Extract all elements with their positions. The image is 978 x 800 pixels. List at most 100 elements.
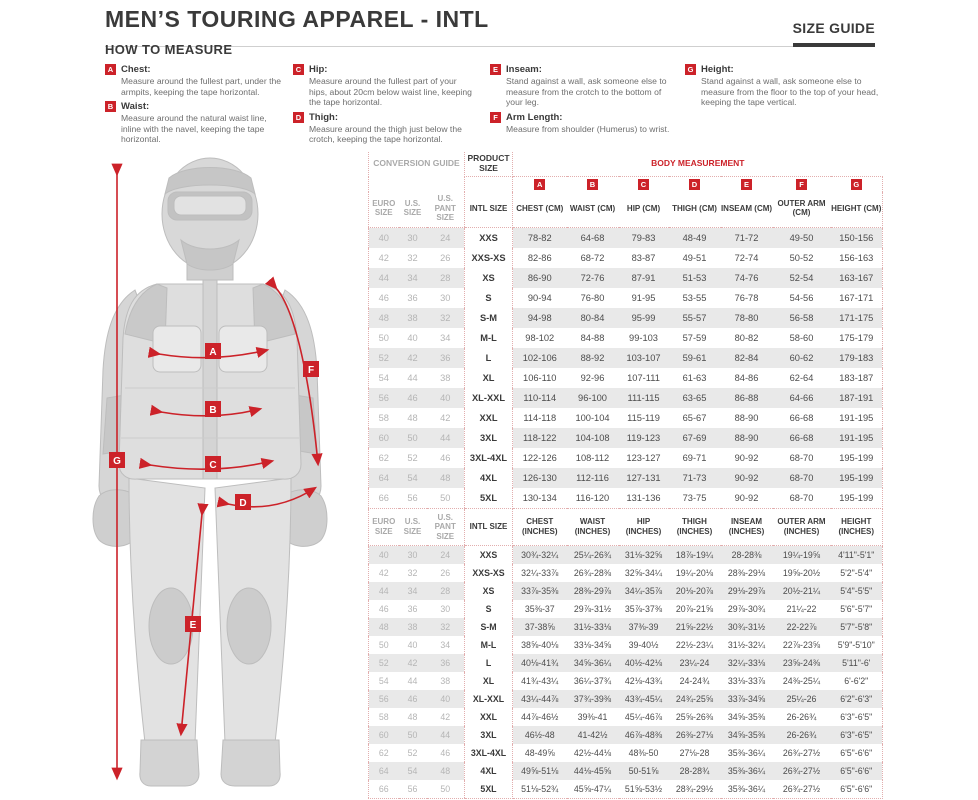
table-cell: 68-70 [772,487,831,509]
measure-column-1: A Chest: Measure around the fullest part,… [105,64,285,149]
table-cell: 66 [368,780,399,799]
table-cell: 100-104 [575,412,610,423]
table-cell: 22-22⅞ [772,618,831,636]
figure-badge-f: F [308,365,314,376]
table-cell: 39-40½ [628,640,659,650]
table-row: 44 34 28 XS 33⅞-35⅜ 28⅜-29⅞ 34¼-35⅞ 20⅛-20⅞ 29⅛-… [368,582,883,600]
table-cell: 48-49 [668,227,721,248]
table-cell: 26¾-27½ [772,780,831,799]
mannequin-svg: A B C D E F G [92,157,328,787]
table-cell: 40 [368,227,399,248]
table-cell: 122-126 [522,452,557,463]
table-cell: 62-64 [789,372,814,383]
table-cell: 20⅞-21⅝ [675,604,714,614]
table-cell: 99-103 [629,332,658,343]
table-cell: 36 [407,604,418,614]
table-cell: 52 [368,347,399,368]
table-cell: 31½-32¼ [727,640,766,650]
table-cell: 84-88 [580,332,605,343]
table-cell: 56 [398,487,427,509]
table-cell: 28¾-29½ [668,780,721,799]
table-cell: 56-58 [772,307,831,328]
table-cell: 22⅞-23⅝ [782,640,821,650]
table-cell: 34¼-35⅞ [618,582,669,600]
how-to-measure-title: HOW TO MEASURE [105,42,233,57]
table-cell: 42 [440,412,451,423]
table-cell: 38 [398,618,427,636]
column-header: HIP (INCHES) [618,508,669,546]
size-tables: CONVERSION GUIDE PRODUCT SIZE BODY MEASU… [368,152,884,799]
column-header: THIGH (CM) [668,192,721,228]
table-cell: 6'2"-6'3" [830,690,883,708]
column-badge-a: A [534,179,546,190]
table-cell: 40 [407,640,418,650]
table-cell: 35⅞-37⅜ [624,604,663,614]
table-cell: 36 [407,292,418,303]
figure-badge-c: C [209,460,216,471]
table-cell: 52 [407,748,418,758]
table-cell: 44⅛-45⅝ [566,762,619,780]
table-cell: 62 [378,748,389,758]
table-cell: XXS-XS [464,564,513,582]
column-header: INTL SIZE [464,508,513,546]
column-badge-g: G [850,179,862,190]
table-cell: 90-94 [527,292,552,303]
table-cell: 40 [368,545,399,564]
group-header-row: CONVERSION GUIDE PRODUCT SIZE BODY MEASU… [369,152,883,177]
table-row: 46 36 30 S 35⅜-37 29⅞-31½ 35⅞-37⅜ 20⅞-21⅝ 29⅞-30… [369,600,883,618]
table-cell: 37⅜-39 [618,618,669,636]
table-cell: 32¼-33⅛ [720,654,773,672]
table-cell: 67-69 [668,427,721,448]
table-cell: 58 [378,412,389,423]
table-cell: 6'-6'2" [830,672,883,690]
table-row: 56 46 40 XL-XXL 110-114 96-100 111-115 63-65 86-… [368,387,884,408]
table-cell: XS [464,582,513,600]
table-cell: 80-84 [566,307,619,328]
table-cell: 48 [426,467,465,488]
size-guide-tab[interactable]: SIZE GUIDE [792,20,875,47]
table-cell: 111-115 [618,387,669,408]
inches-column-header-row: EURO SIZE U.S. SIZE U.S. PANT SIZE INTL SIZ… [368,508,883,546]
table-cell: 50 [398,726,427,744]
table-cell: 103-107 [618,347,669,368]
measure-item-hip: C Hip: Measure around the fullest part of… [293,64,475,108]
table-cell: 82-86 [527,252,552,263]
table-cell: 22½-23¼ [675,640,714,650]
table-cell: 106-110 [523,372,557,383]
letter-badge-c: C [293,64,304,75]
table-row: 64 54 48 4XL 49⅝-51⅛ 44⅛-45⅝ 50-51⅝ 28-28¾ 35⅜-3… [368,762,883,780]
table-cell: 20⅛-20⅞ [668,582,721,600]
table-row: 48 38 32 S-M 94-98 80-84 95-99 55-57 78-80 56-58 1… [368,307,884,328]
table-cell: 171-175 [830,307,884,328]
table-cell: L [464,347,514,368]
table-row: 40 30 24 XXS 78-82 64-68 79-83 48-49 71-72 49-50 1… [368,227,884,248]
column-header: OUTER ARM (CM) [772,192,831,228]
column-header: HIP (CM) [618,192,669,228]
table-cell: S-M [464,307,514,328]
table-cell: 56 [368,690,399,708]
letter-badge-row: A B C D E F G [369,176,884,192]
table-cell: 34⅝-36¼ [566,654,619,672]
table-cell: 33⅞-34⅝ [720,690,773,708]
size-table-cm: CONVERSION GUIDE PRODUCT SIZE BODY MEASU… [368,152,884,509]
table-cell: 50-52 [789,252,814,263]
table-cell: 46⅞-48⅜ [618,726,669,744]
table-cell: 30 [398,227,427,248]
measure-column-3: E Inseam: Stand against a wall, ask someo… [490,64,678,138]
table-row: 62 52 46 3XL-4XL 48-49⅝ 42½-44⅛ 48⅜-50 27⅛-28 35… [369,744,883,762]
table-cell: 6'5"-6'6" [830,744,883,762]
table-row: 60 50 44 3XL 118-122 104-108 119-123 67-69 88-90… [368,427,884,448]
measure-item-thigh: D Thigh: Measure around the thigh just be… [293,111,475,145]
table-cell: 49-51 [682,252,707,263]
table-cell: 54 [378,372,389,383]
column-header: EURO SIZE [368,508,399,546]
table-cell: 42 [398,347,427,368]
table-cell: 183-187 [830,367,884,388]
table-cell: 65-67 [682,412,707,423]
table-cell: 35⅜-36¼ [720,762,773,780]
table-cell: 68-70 [772,467,831,488]
table-cell: 156-163 [830,247,884,268]
measure-item-chest: A Chest: Measure around the fullest part,… [105,64,285,97]
table-cell: 5XL [464,780,513,799]
table-cell: 54-56 [789,292,814,303]
